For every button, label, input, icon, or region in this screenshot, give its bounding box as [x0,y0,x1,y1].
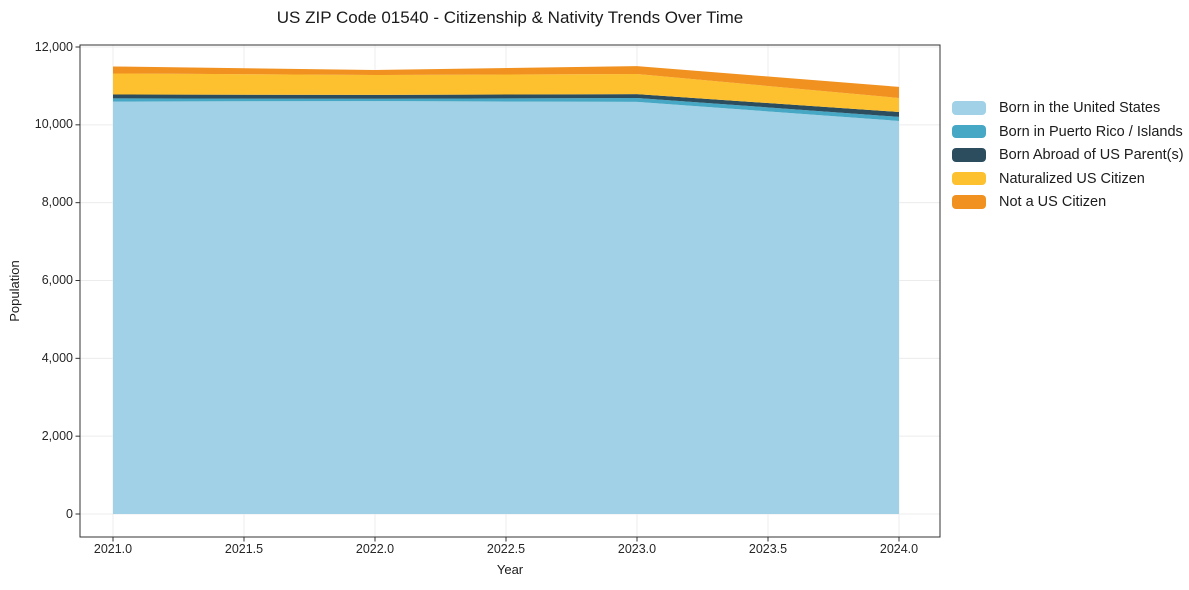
plot-border [79,44,941,538]
x-tick-label: 2022.5 [486,542,526,556]
x-tick-label: 2021.0 [93,542,133,556]
legend-swatch-icon [952,101,986,115]
x-tick-label: 2024.0 [879,542,919,556]
area-born-abroad-of-us-parent-s [113,94,899,117]
legend: Born in the United States Born in Puerto … [952,100,1184,210]
y-tick-label: 12,000 [34,39,73,54]
legend-swatch-icon [952,148,986,162]
legend-label: Born Abroad of US Parent(s) [999,147,1184,163]
legend-item-born-in-the-united-states: Born in the United States [952,100,1184,116]
legend-swatch-icon [952,124,986,139]
y-axis-label: Population [7,260,22,322]
x-tick-label: 2022.0 [355,542,395,556]
legend-item-born-abroad-of-us-parent-s: Born Abroad of US Parent(s) [952,147,1184,163]
legend-label: Born in Puerto Rico / Islands [999,123,1183,140]
y-tick-label: 4,000 [41,350,73,365]
chart-title: US ZIP Code 01540 - Citizenship & Nativi… [276,8,744,27]
legend-label: Not a US Citizen [999,194,1107,210]
area-born-in-puerto-rico-islands [113,97,899,121]
y-tick-label: 8,000 [41,195,73,210]
y-tick-label: 6,000 [41,273,73,287]
x-tick-label: 2023.5 [748,542,788,556]
x-tick-label: 2023.0 [617,542,657,556]
legend-item-not-a-us-citizen: Not a US Citizen [952,194,1184,210]
legend-swatch-icon [952,195,986,209]
y-tick-label: 10,000 [34,117,73,132]
legend-item-naturalized-us-citizen: Naturalized US Citizen [952,170,1184,187]
area-naturalized-us-citizen [113,73,899,112]
y-tick-label: 0 [66,506,73,521]
x-axis-label: Year [496,562,524,577]
legend-label: Born in the United States [999,100,1161,116]
legend-item-born-in-puerto-rico-islands: Born in Puerto Rico / Islands [952,123,1184,140]
area-not-a-us-citizen [113,66,899,98]
legend-label: Naturalized US Citizen [999,170,1145,187]
legend-swatch-icon [952,171,986,186]
x-tick-label: 2021.5 [224,542,264,556]
y-tick-label: 2,000 [41,428,73,443]
area-born-in-the-united-states [113,101,899,514]
